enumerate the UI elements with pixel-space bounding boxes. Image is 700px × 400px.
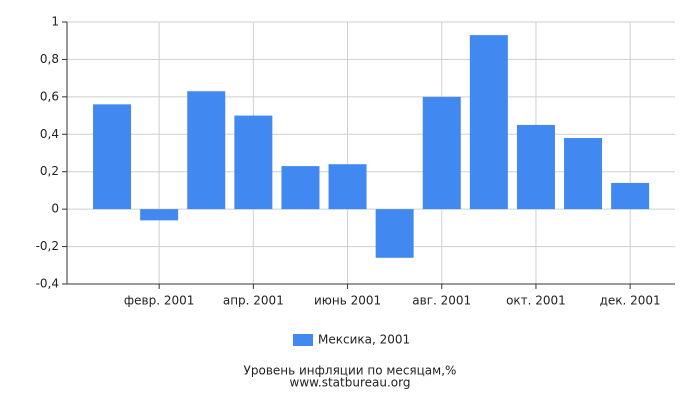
bar xyxy=(375,209,414,258)
bar xyxy=(564,138,603,210)
x-tick-label: дек. 2001 xyxy=(600,294,661,308)
bar xyxy=(281,166,320,210)
x-tick-label: окт. 2001 xyxy=(506,294,566,308)
bar xyxy=(93,104,132,210)
y-tick-label: 0,6 xyxy=(40,89,59,103)
y-tick-label: 0,8 xyxy=(40,52,59,66)
bar xyxy=(328,164,367,210)
x-tick-label: апр. 2001 xyxy=(223,294,284,308)
legend-swatch xyxy=(293,334,313,346)
chart-subtitle: www.statbureau.org xyxy=(290,376,411,390)
x-tick-label: февр. 2001 xyxy=(124,294,195,308)
y-tick-label: 0,4 xyxy=(40,127,59,141)
bar xyxy=(469,35,508,210)
legend-label: Мексика, 2001 xyxy=(318,333,410,347)
bar xyxy=(234,115,273,210)
chart-title: Уровень инфляции по месяцам,% xyxy=(244,364,457,378)
x-tick-label: авг. 2001 xyxy=(412,294,471,308)
x-tick-label: июнь 2001 xyxy=(314,294,381,308)
y-tick-label: -0,2 xyxy=(36,239,59,253)
y-tick-label: 0 xyxy=(51,202,59,216)
y-tick-label: 1 xyxy=(51,15,59,29)
bar xyxy=(422,96,461,210)
bar xyxy=(611,182,650,210)
y-tick-label: -0,4 xyxy=(36,277,59,291)
bar xyxy=(187,91,226,210)
bar xyxy=(516,124,555,210)
bar xyxy=(140,209,179,221)
y-tick-label: 0,2 xyxy=(40,164,59,178)
